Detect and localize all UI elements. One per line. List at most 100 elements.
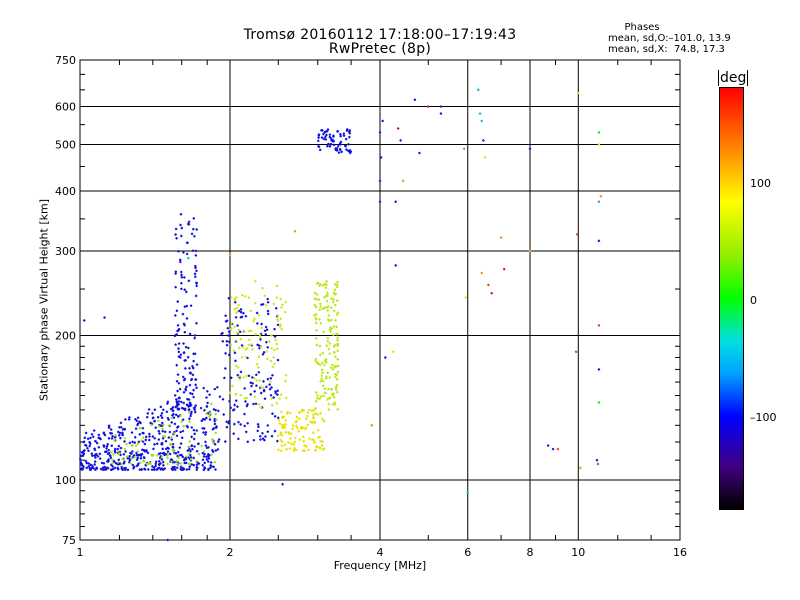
data-point — [233, 408, 236, 411]
data-point — [333, 283, 337, 286]
data-point — [222, 413, 225, 416]
data-point — [179, 462, 183, 465]
data-point — [136, 442, 140, 445]
data-point — [268, 388, 272, 391]
data-point — [277, 434, 280, 438]
data-point — [79, 461, 83, 464]
data-point — [223, 376, 226, 380]
data-point — [259, 385, 263, 388]
data-point — [191, 447, 194, 451]
data-point — [194, 410, 197, 414]
data-point — [243, 330, 246, 334]
data-point — [316, 361, 319, 364]
data-point — [116, 447, 120, 451]
data-point — [152, 447, 155, 451]
data-point — [370, 424, 373, 427]
data-point — [348, 130, 351, 134]
data-point — [212, 465, 215, 469]
data-point — [192, 217, 195, 220]
y-tick-label: 100 — [55, 474, 76, 487]
data-point — [314, 400, 318, 403]
data-point — [328, 342, 332, 345]
data-point — [188, 417, 191, 420]
data-point — [243, 387, 246, 390]
data-point — [214, 468, 217, 471]
data-point — [244, 356, 248, 359]
data-point — [186, 356, 190, 359]
data-point — [143, 442, 147, 446]
data-point — [313, 314, 316, 317]
data-point — [268, 340, 271, 343]
data-point — [159, 468, 162, 471]
data-point — [153, 437, 156, 440]
data-point — [478, 112, 482, 115]
data-point — [259, 338, 262, 341]
data-point — [192, 227, 195, 231]
data-point — [330, 327, 333, 330]
data-point — [242, 376, 246, 379]
data-point — [256, 322, 259, 325]
data-point — [195, 450, 199, 453]
data-point — [302, 440, 305, 443]
data-point — [225, 319, 229, 322]
data-point — [217, 409, 220, 413]
data-point — [194, 294, 198, 298]
data-point — [310, 438, 314, 441]
data-point — [180, 276, 183, 279]
data-point — [168, 430, 172, 434]
data-point — [107, 451, 111, 455]
data-point — [317, 133, 321, 136]
data-point — [280, 440, 284, 443]
data-point — [234, 359, 237, 362]
data-point — [176, 373, 180, 376]
data-point — [315, 313, 318, 316]
data-point — [247, 296, 251, 299]
data-point — [261, 353, 265, 356]
data-point — [199, 406, 203, 410]
data-point — [303, 449, 306, 453]
data-point — [188, 332, 192, 336]
data-point — [339, 148, 342, 151]
data-point — [579, 466, 582, 470]
data-point — [224, 440, 227, 443]
data-point — [184, 367, 187, 370]
data-point — [166, 450, 170, 453]
data-point — [229, 406, 232, 409]
phases-o-mode: mean, sd,O:–101.0, 13.9 — [608, 33, 731, 44]
data-point — [228, 391, 232, 394]
data-point — [179, 260, 182, 264]
data-point — [245, 404, 249, 408]
data-point — [344, 137, 348, 141]
data-point — [224, 314, 227, 317]
data-point — [273, 335, 277, 338]
data-point — [112, 459, 116, 463]
data-point — [275, 284, 279, 288]
data-point — [173, 394, 177, 397]
data-point — [214, 408, 217, 412]
data-point — [256, 343, 259, 347]
data-point — [183, 305, 187, 308]
data-point — [161, 427, 164, 430]
data-point — [131, 440, 134, 444]
data-point — [233, 325, 236, 328]
data-point — [261, 287, 264, 290]
data-point — [97, 433, 101, 437]
data-point — [228, 253, 232, 256]
data-point — [117, 430, 120, 434]
data-point — [170, 416, 174, 420]
colorbar — [719, 87, 744, 510]
data-point — [347, 143, 350, 146]
data-point — [133, 441, 136, 444]
data-point — [305, 445, 308, 448]
data-point — [251, 382, 254, 385]
data-point — [330, 318, 333, 322]
data-point — [140, 439, 143, 442]
data-point — [314, 318, 318, 321]
data-point — [197, 462, 201, 465]
data-point — [174, 233, 177, 236]
data-point — [325, 133, 328, 137]
data-point — [280, 434, 284, 437]
data-point — [257, 371, 261, 374]
data-point — [109, 456, 113, 459]
data-point — [148, 432, 151, 436]
